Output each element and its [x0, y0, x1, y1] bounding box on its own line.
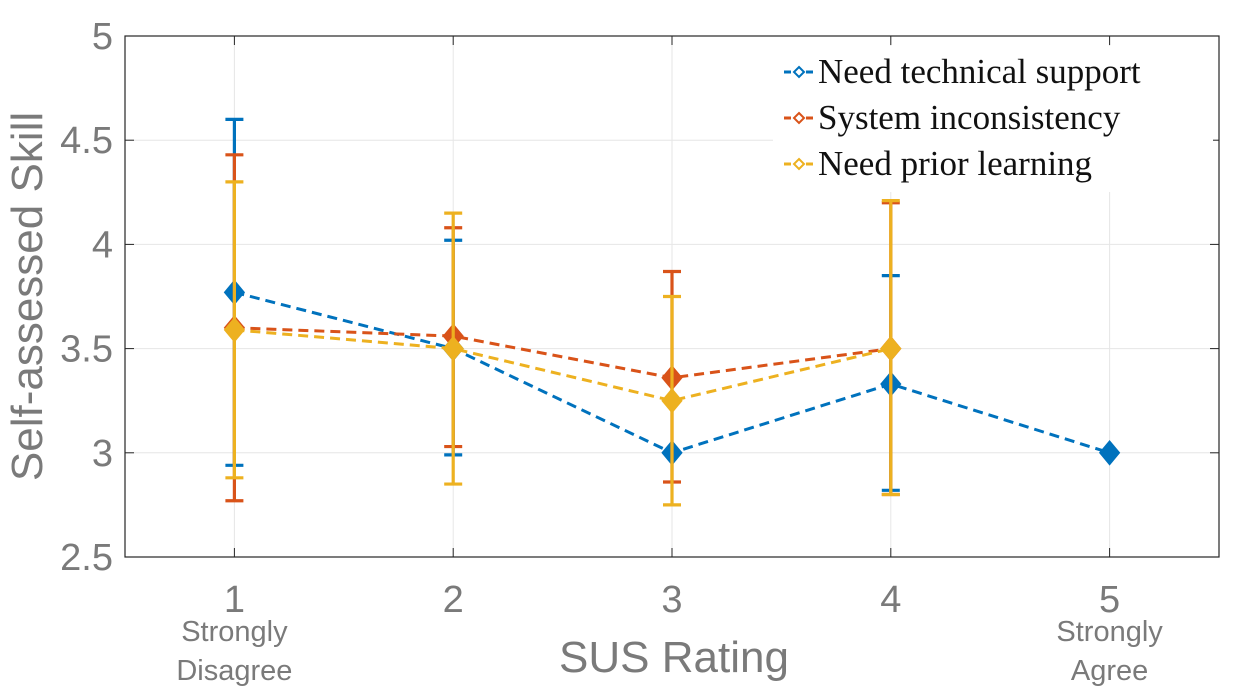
y-tick-label: 3.5	[60, 329, 113, 371]
data-point	[880, 335, 902, 362]
y-tick-label: 4	[92, 224, 113, 266]
x-tick-label: 3	[661, 579, 682, 621]
legend-item-2: System inconsistency	[784, 98, 1121, 137]
legend-marker	[792, 65, 806, 79]
legend-label: Need technical support	[818, 52, 1141, 91]
x-tick-label: 5	[1099, 579, 1120, 621]
data-point	[223, 317, 246, 343]
series-layer	[223, 117, 1121, 507]
x-annotation-right-line1: Strongly	[1056, 616, 1163, 648]
y-tick-label: 2.5	[60, 537, 113, 579]
y-tick-label: 3	[92, 433, 113, 475]
legend-marker	[792, 111, 806, 125]
y-axis-title: Self-assessed Skill	[3, 112, 52, 481]
x-axis-title: SUS Rating	[559, 633, 789, 682]
legend-item-3: Need prior learning	[784, 144, 1092, 183]
x-annotation-left-line2: Disagree	[176, 655, 292, 687]
x-tick-label: 1	[224, 579, 245, 621]
y-tick-label: 5	[92, 16, 113, 58]
x-annotation-left-line1: Strongly	[181, 616, 288, 648]
x-annotation-right-line2: Agree	[1071, 655, 1148, 687]
data-point	[442, 335, 464, 362]
series-2	[223, 153, 902, 503]
legend-item-1: Need technical support	[784, 52, 1141, 91]
series-line	[234, 326, 891, 380]
series-3	[223, 180, 902, 507]
legend: Need technical support System inconsisten…	[773, 46, 1213, 192]
x-tick-label: 2	[443, 579, 464, 621]
x-tick-label: 4	[880, 579, 901, 621]
data-point	[661, 387, 683, 414]
series-line	[234, 328, 892, 403]
y-tick-label: 4.5	[60, 120, 113, 162]
data-point	[1098, 440, 1121, 466]
axis-ticks: 1 2 3 4 5 2.5 3 3.5 4 4.5 5	[60, 16, 1219, 621]
legend-marker	[792, 157, 806, 171]
legend-label: System inconsistency	[818, 98, 1121, 137]
legend-label: Need prior learning	[818, 144, 1092, 183]
legend-background	[773, 46, 1213, 192]
